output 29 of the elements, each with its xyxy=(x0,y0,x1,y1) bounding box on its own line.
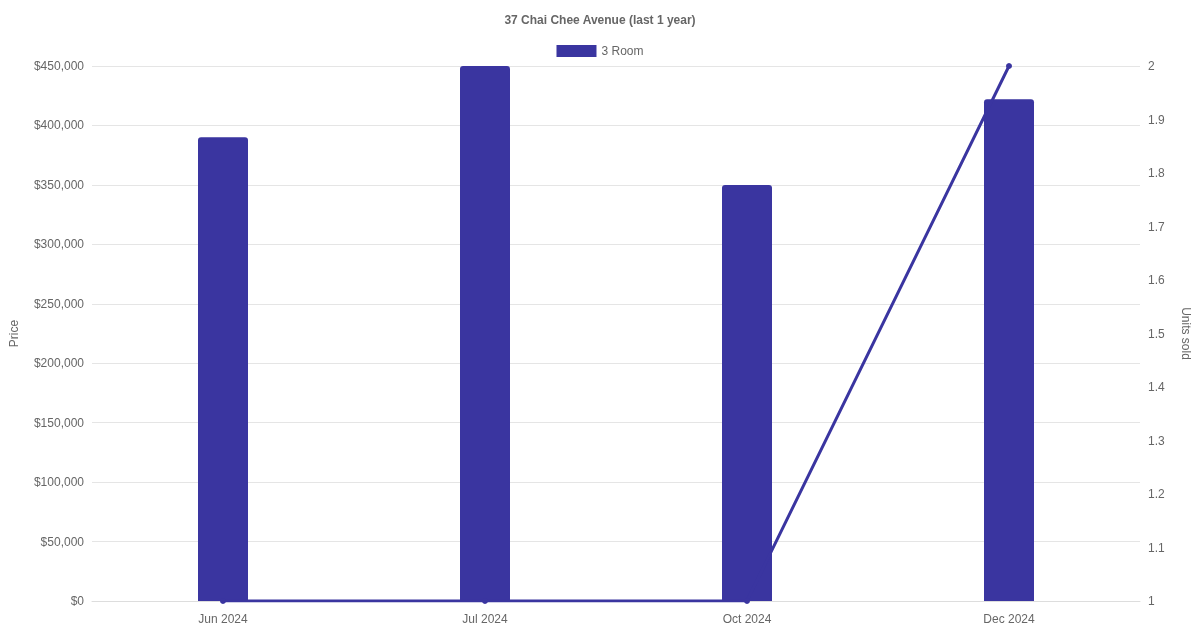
y-tick-label: $400,000 xyxy=(33,118,85,133)
chart-title: 37 Chai Chee Avenue (last 1 year) xyxy=(504,13,696,27)
y2-tick-label: 1.6 xyxy=(1148,273,1166,287)
y-tick-label: $50,000 xyxy=(40,534,85,549)
y2-tick-label: 1.7 xyxy=(1148,219,1166,234)
y2-tick-label: 1.2 xyxy=(1148,487,1166,501)
y-tick-label: $100,000 xyxy=(33,475,85,490)
y2-tick-label: 1.9 xyxy=(1148,112,1166,127)
y2-tick-label: 1.5 xyxy=(1148,326,1166,341)
y-tick-label: $300,000 xyxy=(33,237,85,252)
y2-tick-label: 1 xyxy=(1148,594,1155,608)
y-tick-label: $200,000 xyxy=(33,356,85,371)
x-tick-label: Dec 2024 xyxy=(983,612,1036,626)
y-tick-label: $150,000 xyxy=(33,415,85,430)
y2-tick-label: 1.1 xyxy=(1148,540,1166,555)
y-tick-label: $0 xyxy=(70,594,85,608)
x-tick-label: Jul 2024 xyxy=(462,612,509,626)
y2-tick-label: 1.3 xyxy=(1148,433,1166,448)
x-tick-label: Oct 2024 xyxy=(722,612,772,626)
y2-tick-label: 2 xyxy=(1148,59,1155,73)
y-tick-label: $350,000 xyxy=(33,177,85,192)
y2-tick-label: 1.4 xyxy=(1148,380,1166,394)
y-axis-title: Price xyxy=(7,319,21,348)
y-tick-label: $250,000 xyxy=(33,296,85,311)
legend-label: 3 Room xyxy=(601,44,644,58)
y-tick-label: $450,000 xyxy=(33,59,85,73)
y2-tick-label: 1.8 xyxy=(1148,166,1166,180)
y2-axis-title: Units sold xyxy=(1179,307,1193,360)
x-tick-label: Jun 2024 xyxy=(198,612,249,626)
